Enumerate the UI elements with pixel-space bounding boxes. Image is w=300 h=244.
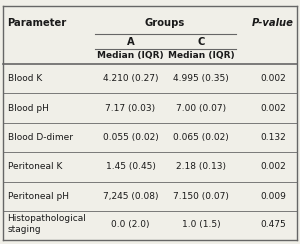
Text: Blood D-dimer: Blood D-dimer: [8, 133, 73, 142]
Text: 0.475: 0.475: [260, 220, 286, 229]
Text: 7.150 (0.07): 7.150 (0.07): [173, 192, 229, 201]
Text: Histopathological
staging: Histopathological staging: [8, 214, 86, 234]
Text: 1.0 (1.5): 1.0 (1.5): [182, 220, 220, 229]
Text: P-value: P-value: [252, 18, 294, 28]
Text: Peritoneal pH: Peritoneal pH: [8, 192, 68, 201]
Text: 4.210 (0.27): 4.210 (0.27): [103, 74, 158, 83]
Text: Groups: Groups: [145, 18, 185, 28]
Text: 7,245 (0.08): 7,245 (0.08): [103, 192, 158, 201]
Text: 0.132: 0.132: [260, 133, 286, 142]
Text: 0.002: 0.002: [260, 74, 286, 83]
Text: 0.002: 0.002: [260, 162, 286, 171]
Text: 7.17 (0.03): 7.17 (0.03): [105, 103, 156, 112]
Text: 2.18 (0.13): 2.18 (0.13): [176, 162, 226, 171]
Text: Median (IQR): Median (IQR): [168, 51, 234, 60]
Text: Blood K: Blood K: [8, 74, 42, 83]
Text: 0.009: 0.009: [260, 192, 286, 201]
Text: Parameter: Parameter: [8, 18, 67, 28]
Text: Peritoneal K: Peritoneal K: [8, 162, 62, 171]
Text: 7.00 (0.07): 7.00 (0.07): [176, 103, 226, 112]
Text: 0.0 (2.0): 0.0 (2.0): [111, 220, 150, 229]
Text: 0.055 (0.02): 0.055 (0.02): [103, 133, 158, 142]
Text: 0.002: 0.002: [260, 103, 286, 112]
Text: 0.065 (0.02): 0.065 (0.02): [173, 133, 229, 142]
Text: Blood pH: Blood pH: [8, 103, 48, 112]
Text: Median (IQR): Median (IQR): [97, 51, 164, 60]
Text: 1.45 (0.45): 1.45 (0.45): [106, 162, 155, 171]
Text: 4.995 (0.35): 4.995 (0.35): [173, 74, 229, 83]
Text: A: A: [127, 37, 134, 47]
Text: C: C: [197, 37, 205, 47]
